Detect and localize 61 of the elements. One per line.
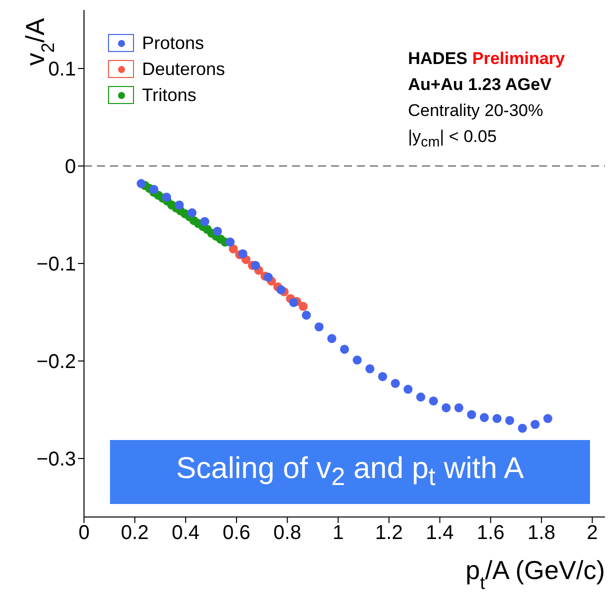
point — [416, 392, 426, 402]
annotation: Scaling of v$_{2}$ and p$_{t}$ with A — [176, 452, 524, 491]
x-tick-label: 0 — [78, 522, 90, 544]
point — [264, 272, 273, 282]
point — [200, 217, 210, 226]
x-tick-label: 0.4 — [172, 522, 200, 544]
y-tick-label: −0.3 — [36, 448, 76, 471]
point — [365, 364, 374, 374]
point — [530, 420, 540, 429]
point — [428, 396, 438, 406]
point — [136, 179, 146, 188]
x-axis-title: p$_{t}$/A (GeV/c) — [466, 555, 605, 593]
point — [302, 310, 311, 320]
point — [518, 424, 527, 433]
x-tick-label: 2 — [586, 522, 598, 544]
point — [289, 298, 298, 308]
point — [251, 260, 260, 270]
point — [480, 413, 489, 422]
annotation: Au+Au 1.23 AGeV — [408, 75, 552, 94]
point — [238, 249, 248, 258]
point — [390, 378, 400, 388]
point — [188, 208, 197, 218]
caption-box: Scaling of v$_{2}$ and p$_{t}$ with A — [110, 440, 590, 504]
annotation: HADES — [408, 49, 468, 68]
x-tick-label: 1.4 — [426, 522, 454, 544]
legend-label: Deuterons — [142, 58, 226, 80]
annotation: Centrality 20-30% — [408, 101, 544, 120]
point — [467, 410, 476, 420]
legend-label: Tritons — [142, 84, 196, 106]
point — [228, 244, 238, 254]
y-tick-label: −0.1 — [36, 254, 76, 276]
point — [314, 322, 324, 332]
point — [226, 238, 235, 247]
point — [454, 403, 464, 412]
x-tick-label: 1 — [332, 522, 344, 544]
x-tick-label: 0.8 — [273, 522, 302, 544]
point — [505, 416, 514, 425]
y-tick-label: 0 — [64, 156, 76, 178]
annotation: Preliminary — [472, 49, 565, 68]
point — [543, 414, 552, 424]
point — [162, 192, 172, 202]
point — [276, 285, 286, 294]
point — [340, 344, 350, 354]
x-tick-label: 0.6 — [222, 522, 250, 544]
point — [442, 403, 451, 412]
point — [404, 384, 413, 394]
point — [212, 226, 222, 236]
x-tick-label: 1.6 — [476, 522, 505, 544]
point — [174, 200, 184, 210]
point — [378, 372, 388, 382]
point — [492, 414, 502, 424]
x-tick-label: 0.2 — [120, 522, 149, 544]
x-tick-label: 1.2 — [375, 522, 403, 544]
point — [352, 356, 362, 365]
annotation: |y$_{cm}$| < 0.05 — [408, 127, 497, 150]
point — [327, 334, 336, 344]
y-tick-label: −0.2 — [36, 351, 76, 374]
x-tick-label: 1.8 — [528, 522, 556, 544]
legend-label: Protons — [142, 32, 204, 54]
point — [298, 302, 308, 311]
point — [149, 184, 158, 194]
